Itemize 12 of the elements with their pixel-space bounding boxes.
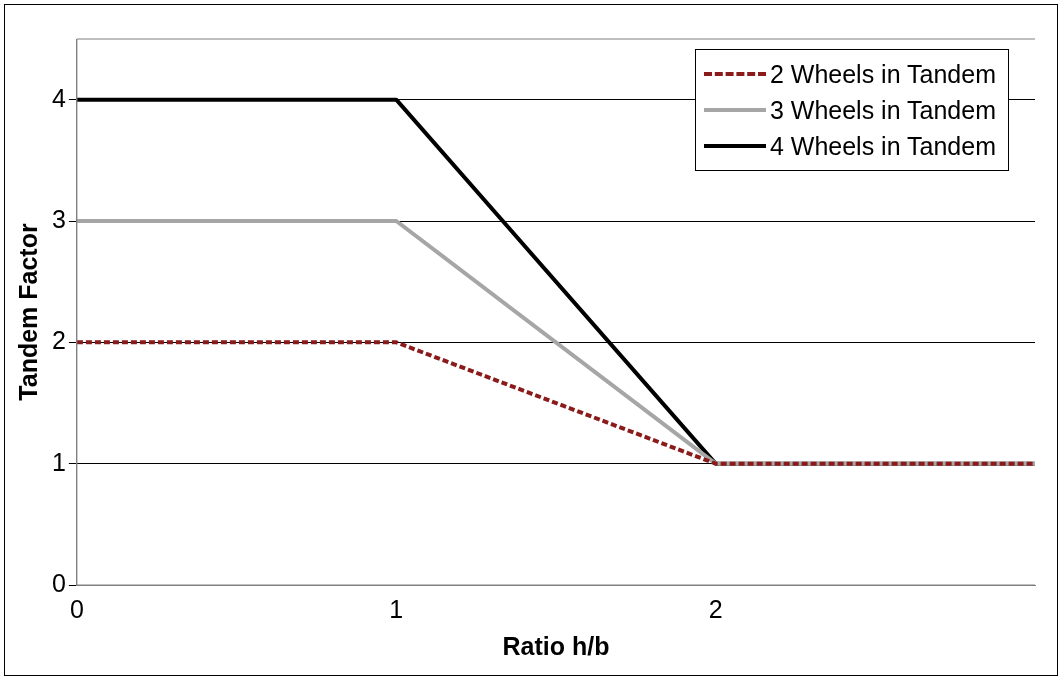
legend-label: 3 Wheels in Tandem bbox=[769, 95, 996, 125]
legend-label: 4 Wheels in Tandem bbox=[769, 131, 996, 161]
y-tick-label: 4 bbox=[52, 83, 66, 112]
y-tick-label: 3 bbox=[52, 204, 66, 233]
y-tick-label: 2 bbox=[52, 326, 66, 355]
x-tick-label: 1 bbox=[389, 594, 404, 623]
x-axis-title: Ratio h/b bbox=[502, 631, 610, 660]
y-tick-label: 0 bbox=[52, 568, 66, 597]
y-tick-label: 1 bbox=[52, 447, 66, 476]
x-tick-label: 2 bbox=[708, 594, 723, 623]
y-axis-title: Tandem Factor bbox=[13, 223, 42, 401]
legend-label: 2 Wheels in Tandem bbox=[769, 59, 996, 89]
